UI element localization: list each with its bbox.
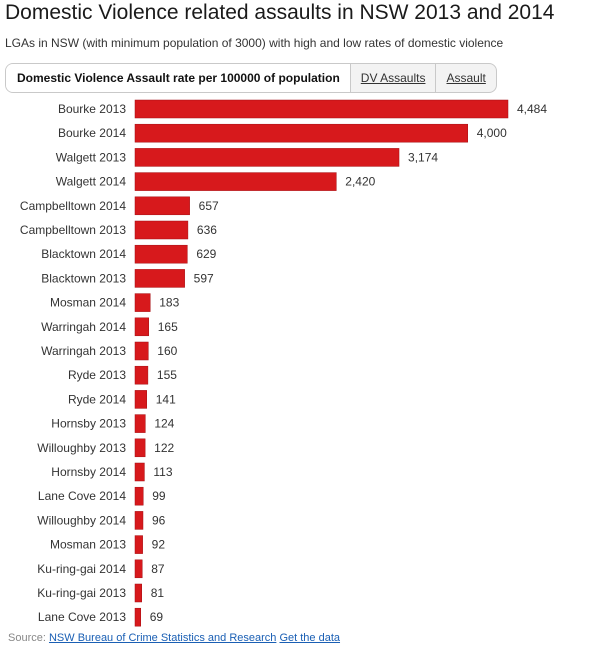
value-label-walgett-2014: 2,420 [345,175,375,189]
chart-subtitle: LGAs in NSW (with minimum population of … [5,36,504,50]
value-label-bourke-2013: 4,484 [517,102,547,116]
category-label-lane-cove-2013: Lane Cove 2013 [38,610,126,624]
category-label-blacktown-2013: Blacktown 2013 [41,271,126,285]
value-label-ryde-2013: 155 [157,368,177,382]
value-label-mosman-2014: 183 [159,296,179,310]
bar-walgett-2014 [134,172,337,191]
bar-bourke-2014 [134,123,468,143]
bar-ryde-2014 [134,390,147,409]
bar-hornsby-2014 [134,462,145,482]
category-label-ku-ring-gai-2014: Ku-ring-gai 2014 [37,562,126,576]
bar-blacktown-2013 [134,269,185,288]
tab-dv-assaults[interactable]: DV Assaults [349,64,436,92]
bar-mosman-2014 [134,293,151,312]
bar-lane-cove-2013 [134,607,141,627]
value-label-walgett-2013: 3,174 [408,150,438,164]
get-data-link[interactable]: Get the data [279,632,341,644]
value-label-willoughby-2013: 122 [154,441,174,455]
bar-hornsby-2013 [134,414,146,433]
category-label-ryde-2014: Ryde 2014 [68,392,126,406]
category-label-warringah-2013: Warringah 2013 [41,344,126,358]
tab-assault[interactable]: Assault [435,64,495,92]
category-label-willoughby-2014: Willoughby 2014 [37,513,126,527]
bar-warringah-2013 [134,341,149,361]
value-label-willoughby-2014: 96 [152,513,166,527]
category-label-warringah-2014: Warringah 2014 [41,320,126,334]
category-label-lane-cove-2014: Lane Cove 2014 [38,489,126,503]
value-label-blacktown-2013: 597 [194,271,214,285]
bar-blacktown-2014 [134,244,188,264]
bar-campbelltown-2014 [134,196,190,216]
value-label-ku-ring-gai-2013: 81 [151,586,165,600]
value-label-warringah-2013: 160 [157,344,177,358]
category-label-bourke-2013: Bourke 2013 [58,102,126,116]
value-label-bourke-2014: 4,000 [477,126,507,140]
value-label-warringah-2014: 165 [158,320,178,334]
value-label-lane-cove-2013: 69 [150,610,164,624]
bar-willoughby-2013 [134,438,146,458]
chart-title: Domestic Violence related assaults in NS… [5,1,555,24]
metric-tabs: Domestic Violence Assault rate per 10000… [5,63,497,93]
value-label-lane-cove-2014: 99 [152,489,166,503]
category-label-walgett-2013: Walgett 2013 [56,150,127,164]
category-label-ryde-2013: Ryde 2013 [68,368,126,382]
value-label-blacktown-2014: 629 [196,247,216,261]
category-label-bourke-2014: Bourke 2014 [58,126,126,140]
value-label-campbelltown-2014: 657 [199,199,219,213]
bar-campbelltown-2013 [134,220,189,240]
bar-warringah-2014 [134,317,149,337]
tab-dv-assault-rate[interactable]: Domestic Violence Assault rate per 10000… [6,64,350,92]
category-label-blacktown-2014: Blacktown 2014 [41,247,126,261]
value-label-hornsby-2014: 113 [153,465,172,479]
category-label-hornsby-2014: Hornsby 2014 [51,465,126,479]
value-label-hornsby-2013: 124 [154,417,174,431]
category-label-campbelltown-2014: Campbelltown 2014 [20,199,126,213]
bar-lane-cove-2014 [134,486,144,506]
bar-ryde-2013 [134,365,149,385]
bar-bourke-2013 [134,99,509,119]
bar-walgett-2013 [134,148,400,167]
category-label-mosman-2014: Mosman 2014 [50,296,126,310]
value-label-ryde-2014: 141 [156,392,176,406]
value-label-campbelltown-2013: 636 [197,223,217,237]
category-label-walgett-2014: Walgett 2014 [56,175,127,189]
category-label-ku-ring-gai-2013: Ku-ring-gai 2013 [37,586,126,600]
value-label-ku-ring-gai-2014: 87 [151,562,165,576]
category-label-mosman-2013: Mosman 2013 [50,538,126,552]
category-label-hornsby-2013: Hornsby 2013 [51,417,126,431]
value-label-mosman-2013: 92 [152,538,166,552]
source-line: Source: NSW Bureau of Crime Statistics a… [8,632,340,644]
bar-ku-ring-gai-2014 [134,559,143,579]
source-prefix: Source: [8,632,46,644]
category-label-campbelltown-2013: Campbelltown 2013 [20,223,126,237]
source-link[interactable]: NSW Bureau of Crime Statistics and Resea… [48,632,277,644]
category-label-willoughby-2013: Willoughby 2013 [37,441,126,455]
bar-chart: Bourke 2013 4,484 Bourke 2014 4,000 Walgett … [20,99,547,627]
bar-willoughby-2014 [134,511,144,530]
bar-mosman-2013 [134,535,143,554]
bar-ku-ring-gai-2013 [134,583,142,603]
